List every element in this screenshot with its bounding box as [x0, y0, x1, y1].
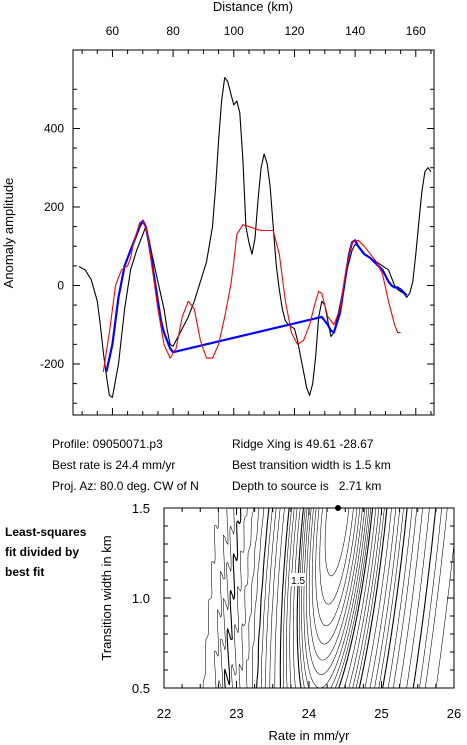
contour-lines: [202, 508, 454, 688]
contour-line: [308, 508, 363, 661]
contour-line: [231, 508, 430, 688]
contour-line: [303, 508, 368, 688]
contour-line: [246, 508, 418, 688]
profile-x-tick-label: 80: [166, 24, 180, 38]
profile-y-tick-label: 400: [44, 121, 64, 135]
observed-series-line: [105, 219, 408, 373]
contour-markers: 1.5: [290, 505, 341, 587]
contour-y-tick-label: 1.5: [132, 501, 150, 516]
contour-level-label: 1.5: [291, 576, 305, 587]
contour-caption-line-2: fit divided by: [5, 545, 80, 559]
contour-line: [260, 508, 404, 688]
contour-y-axis-label: Transition width in km: [99, 535, 114, 660]
contour-line: [311, 508, 361, 645]
profile-x-tick-label: 140: [345, 24, 365, 38]
contour-line: [299, 508, 372, 688]
contour-line: [279, 508, 388, 688]
contour-line: [251, 508, 413, 688]
contour-y-tick-label: 1.0: [132, 591, 150, 606]
profile-x-axis-label: Distance (km): [213, 0, 293, 14]
contour-chart: 22 23 24 25 26 0.5 1.0 1.5 1.5 Rate in mm/yr Tr…: [99, 501, 461, 743]
contour-label-background: [290, 573, 307, 586]
contour-line: [315, 508, 358, 627]
source-depth-text: Depth to source is 2.71 km: [232, 479, 382, 493]
contour-x-tick-label: 25: [374, 706, 388, 721]
contour-x-tick-label: 24: [302, 706, 316, 721]
profile-series: [78, 76, 432, 398]
profile-name-text: Profile: 09050071.p3: [52, 437, 163, 451]
profile-y-tick-label: 200: [44, 200, 64, 214]
profile-chart: 60 80 100 120 140 160 -200 0 200 400 Distance (km…: [1, 0, 435, 416]
contour-line: [306, 508, 366, 675]
profile-x-tick-label: 100: [224, 24, 244, 38]
contour-x-tick-label: 23: [229, 706, 243, 721]
contour-line: [256, 508, 408, 688]
contour-line: [296, 508, 374, 688]
contour-y-tick-label: 0.5: [132, 681, 150, 696]
contour-line: [224, 508, 437, 688]
contour-line: [238, 508, 423, 688]
best-rate-text: Best rate is 24.4 mm/yr: [52, 458, 176, 472]
contour-caption-line-1: Least-squares: [5, 525, 87, 539]
profile-x-tick-label: 160: [406, 24, 426, 38]
ridge-crossing-text: Ridge Xing is 49.61 -28.67: [232, 437, 374, 451]
contour-ticks: 22 23 24 25 26 0.5 1.0 1.5: [132, 501, 461, 721]
contour-line: [286, 508, 382, 688]
contour-caption: Least-squares fit divided by best fit: [5, 522, 86, 582]
contour-line: [324, 508, 350, 577]
best-transition-width-text: Best transition width is 1.5 km: [232, 458, 391, 472]
profile-x-tick-label: 60: [106, 24, 120, 38]
profile-ticks: 60 80 100 120 140 160 -200 0 200 400: [40, 24, 434, 415]
contour-x-tick-label: 26: [447, 706, 461, 721]
contour-line: [264, 508, 401, 688]
contour-x-tick-label: 22: [157, 706, 171, 721]
contour-caption-line-3: best fit: [5, 565, 45, 579]
profile-plot-frame: [72, 49, 435, 416]
contour-line: [293, 508, 377, 688]
profile-y-axis-label: Anomaly amplitude: [1, 178, 16, 289]
contour-x-axis-label: Rate in mm/yr: [269, 728, 351, 743]
profile-series-line: [78, 76, 432, 398]
contour-line: [274, 508, 392, 688]
contour-line: [202, 508, 454, 688]
model-series-line: [102, 220, 401, 372]
contour-line: [214, 508, 448, 688]
best-fit-marker: [335, 505, 341, 511]
profile-x-tick-label: 120: [284, 24, 304, 38]
contour-line: [319, 508, 354, 605]
profile-y-tick-label: 0: [57, 278, 64, 292]
profile-y-tick-label: -200: [40, 357, 64, 371]
contour-line: [269, 508, 397, 688]
projection-azimuth-text: Proj. Az: 80.0 deg. CW of N: [52, 479, 199, 493]
contour-line: [283, 508, 385, 688]
